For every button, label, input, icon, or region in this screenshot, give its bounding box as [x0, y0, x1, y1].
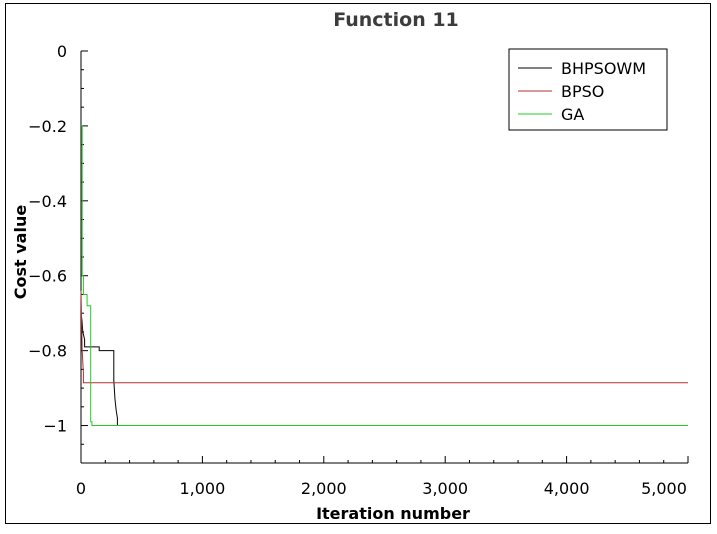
legend: BHPSOWM BPSO GA	[508, 48, 668, 131]
y-tick-label: −1	[43, 417, 67, 436]
x-tick-label: 3,000	[422, 479, 468, 498]
line-chart: Function 11 0 −0.2 −0.4 −0.6 −0.8 −1 0 1,000 2,0…	[11, 9, 689, 523]
series-line-bhpsowm	[80, 313, 118, 426]
x-tick-label: 5,000	[641, 479, 687, 498]
y-tick-label: −0.6	[28, 267, 67, 286]
x-tick-label: 0	[76, 479, 86, 498]
x-axis-label: Iteration number	[316, 504, 470, 523]
series-layer	[80, 125, 688, 426]
chart-frame: Function 11 0 −0.2 −0.4 −0.6 −0.8 −1 0 1,000 2,0…	[5, 3, 711, 524]
series-line-ga	[81, 125, 688, 426]
series-line-bpso	[80, 290, 688, 384]
legend-label-ga: GA	[561, 105, 584, 124]
y-axis-label: Cost value	[11, 205, 30, 300]
x-tick-label: 2,000	[301, 479, 347, 498]
legend-label-bhpsowm: BHPSOWM	[561, 59, 646, 78]
y-tick-label: −0.4	[28, 192, 67, 211]
x-tick-label: 1,000	[179, 479, 225, 498]
legend-label-bpso: BPSO	[561, 82, 604, 101]
axes: 0 −0.2 −0.4 −0.6 −0.8 −1 0 1,000 2,000 3,000 4,000…	[28, 42, 689, 498]
y-tick-label: −0.8	[28, 342, 67, 361]
chart-title: Function 11	[333, 9, 459, 31]
y-tick-label: −0.2	[28, 117, 67, 136]
x-tick-label: 4,000	[544, 479, 590, 498]
y-tick-label: 0	[57, 42, 67, 61]
legend-box	[508, 48, 668, 131]
